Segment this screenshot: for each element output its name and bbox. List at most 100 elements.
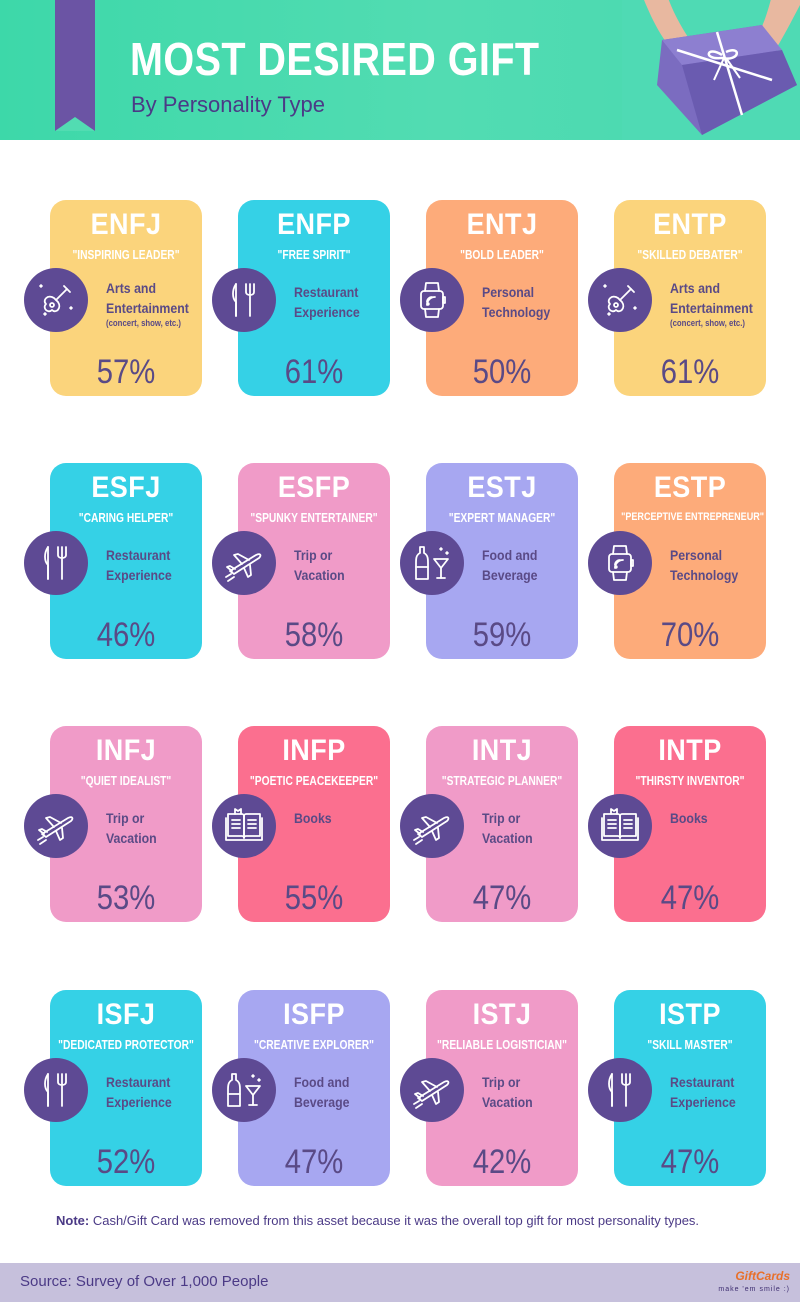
gift-percentage: 57% <box>96 353 156 391</box>
personality-card-entj: ENTJ "BOLD LEADER" Personal Technology 50% <box>400 200 578 396</box>
gift-category: Trip or Vacation <box>482 810 533 846</box>
personality-nickname: "DEDICATED PROTECTOR" <box>58 1038 194 1052</box>
giftcards-logo: GiftCards <box>735 1269 790 1283</box>
gift-percentage: 61% <box>660 353 720 391</box>
personality-code: ISTJ <box>472 998 532 1031</box>
personality-code: ENTJ <box>466 208 538 241</box>
personality-nickname: "SKILLED DEBATER" <box>637 248 743 262</box>
book-icon <box>588 794 652 858</box>
gift-box-photo <box>622 0 800 140</box>
personality-nickname: "BOLD LEADER" <box>460 248 544 262</box>
gift-category: Books <box>670 810 708 826</box>
personality-code: ISFP <box>283 998 345 1031</box>
personality-nickname: "RELIABLE LOGISTICIAN" <box>437 1038 567 1052</box>
personality-card-intp: INTP "THIRSTY INVENTOR" Books 47% <box>588 726 766 922</box>
gift-category: Restaurant Experience <box>106 1074 172 1110</box>
gift-category: Restaurant Experience <box>294 284 360 320</box>
gift-category: Food and Beverage <box>482 547 538 583</box>
gift-percentage: 70% <box>660 616 720 654</box>
smartwatch-icon <box>588 531 652 595</box>
wine-glass-icon <box>400 531 464 595</box>
personality-code: ENTP <box>653 208 727 241</box>
page-subtitle: By Personality Type <box>131 92 326 117</box>
personality-code: ESTJ <box>467 471 537 504</box>
gift-category: Arts and Entertainment <box>670 280 753 316</box>
personality-code: ESFJ <box>91 471 161 504</box>
gift-category: Food and Beverage <box>294 1074 350 1110</box>
personality-card-istp: ISTP "SKILL MASTER" Restaurant Experience 4… <box>588 990 766 1186</box>
personality-card-infj: INFJ "QUIET IDEALIST" Trip or Vacation 53% <box>24 726 202 922</box>
personality-code: INFJ <box>95 734 157 767</box>
personality-card-istj: ISTJ "RELIABLE LOGISTICIAN" Trip or Vacati… <box>400 990 578 1186</box>
gift-percentage: 52% <box>96 1143 156 1181</box>
personality-card-enfp: ENFP "FREE SPIRIT" Restaurant Experience 61… <box>212 200 390 396</box>
gift-percentage: 55% <box>284 879 344 917</box>
personality-card-entp: ENTP "SKILLED DEBATER" Arts and Entertainm… <box>588 200 766 396</box>
personality-card-enfj: ENFJ "INSPIRING LEADER" Arts and Entertain… <box>24 200 202 396</box>
gift-percentage: 42% <box>472 1143 532 1181</box>
personality-nickname: "FREE SPIRIT" <box>277 248 351 262</box>
gift-category-note: (concert, show, etc.) <box>106 318 182 329</box>
footnote-label: Note: <box>56 1213 90 1228</box>
airplane-icon <box>400 794 464 858</box>
personality-card-esfp: ESFP "SPUNKY ENTERTAINER" Trip or Vacation… <box>212 463 390 659</box>
personality-card-isfp: ISFP "CREATIVE EXPLORER" Food and Beverage… <box>212 990 390 1186</box>
gift-category: Arts and Entertainment <box>106 280 189 316</box>
gift-category: Restaurant Experience <box>106 547 172 583</box>
personality-nickname: "CREATIVE EXPLORER" <box>253 1038 375 1052</box>
airplane-icon <box>212 531 276 595</box>
personality-code: INFP <box>282 734 346 767</box>
fork-knife-icon <box>24 1058 88 1122</box>
wine-glass-icon <box>212 1058 276 1122</box>
logo-tagline: make 'em smile :) <box>718 1286 790 1293</box>
personality-nickname: "POETIC PEACEKEEPER" <box>249 774 379 788</box>
personality-card-esfj: ESFJ "CARING HELPER" Restaurant Experience… <box>24 463 202 659</box>
personality-code: ISFJ <box>96 998 156 1031</box>
personality-card-estp: ESTP "PERCEPTIVE ENTREPRENEUR" Personal Te… <box>588 463 766 659</box>
gift-percentage: 59% <box>472 616 532 654</box>
footnote-text: Cash/Gift Card was removed from this ass… <box>89 1213 700 1228</box>
fork-knife-icon <box>24 531 88 595</box>
personality-code: ESFP <box>277 471 351 504</box>
personality-code: INTJ <box>471 734 533 767</box>
page-title: MOST DESIRED GIFT <box>130 33 540 85</box>
personality-nickname: "INSPIRING LEADER" <box>72 248 180 262</box>
gift-category: Trip or Vacation <box>482 1074 533 1110</box>
gift-percentage: 47% <box>472 879 532 917</box>
gift-percentage: 61% <box>284 353 344 391</box>
gift-percentage: 47% <box>660 1143 720 1181</box>
personality-nickname: "QUIET IDEALIST" <box>80 774 172 788</box>
gift-percentage: 47% <box>284 1143 344 1181</box>
gift-category: Trip or Vacation <box>106 810 157 846</box>
gift-category: Books <box>294 810 332 826</box>
personality-nickname: "STRATEGIC PLANNER" <box>441 774 563 788</box>
gift-category: Trip or Vacation <box>294 547 345 583</box>
guitar-icon <box>24 268 88 332</box>
gift-percentage: 46% <box>96 616 156 654</box>
personality-code: ISTP <box>659 998 721 1031</box>
book-icon <box>212 794 276 858</box>
personality-code: ENFJ <box>90 208 162 241</box>
gift-percentage: 53% <box>96 879 156 917</box>
airplane-icon <box>400 1058 464 1122</box>
gift-percentage: 58% <box>284 616 344 654</box>
personality-nickname: "THIRSTY INVENTOR" <box>635 774 745 788</box>
gift-percentage: 50% <box>472 353 532 391</box>
ribbon-decoration <box>55 0 95 131</box>
personality-card-intj: INTJ "STRATEGIC PLANNER" Trip or Vacation 4… <box>400 726 578 922</box>
personality-nickname: "EXPERT MANAGER" <box>448 511 556 525</box>
personality-card-isfj: ISFJ "DEDICATED PROTECTOR" Restaurant Expe… <box>24 990 202 1186</box>
personality-nickname: "SPUNKY ENTERTAINER" <box>250 511 378 525</box>
header-banner: MOST DESIRED GIFT By Personality Type <box>0 0 800 140</box>
airplane-icon <box>24 794 88 858</box>
personality-nickname: "PERCEPTIVE ENTREPRENEUR" <box>621 511 765 523</box>
gift-category: Personal Technology <box>482 284 551 320</box>
smartwatch-icon <box>400 268 464 332</box>
footer-bar: Source: Survey of Over 1,000 People Gift… <box>0 1263 800 1302</box>
personality-card-infp: INFP "POETIC PEACEKEEPER" Books 55% <box>212 726 390 922</box>
fork-knife-icon <box>212 268 276 332</box>
gift-category: Personal Technology <box>670 547 739 583</box>
gift-category: Restaurant Experience <box>670 1074 736 1110</box>
personality-code: ENFP <box>277 208 351 241</box>
fork-knife-icon <box>588 1058 652 1122</box>
